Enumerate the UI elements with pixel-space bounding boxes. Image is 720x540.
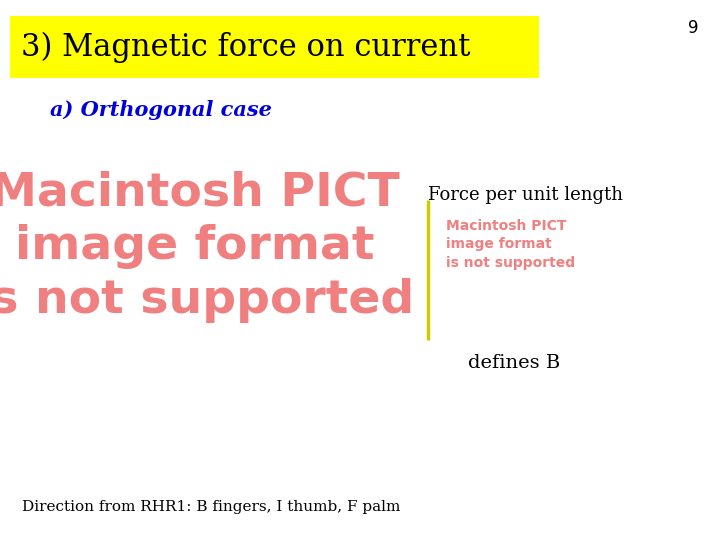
Text: Direction from RHR1: B fingers, I thumb, F palm: Direction from RHR1: B fingers, I thumb,…: [22, 500, 400, 514]
Text: Macintosh PICT
image format
is not supported: Macintosh PICT image format is not suppo…: [0, 170, 415, 322]
FancyBboxPatch shape: [10, 16, 539, 78]
Text: Macintosh PICT
image format
is not supported: Macintosh PICT image format is not suppo…: [446, 219, 575, 269]
Text: 9: 9: [688, 19, 698, 37]
Text: Force per unit length: Force per unit length: [428, 186, 624, 204]
Text: a) Orthogonal case: a) Orthogonal case: [50, 100, 272, 120]
Text: defines B: defines B: [468, 354, 560, 372]
Text: 3) Magnetic force on current: 3) Magnetic force on current: [21, 32, 470, 63]
